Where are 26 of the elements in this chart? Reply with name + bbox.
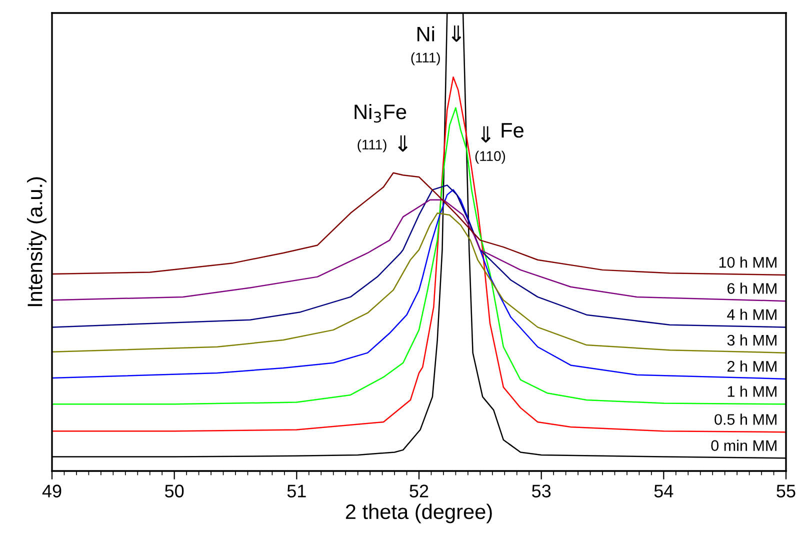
x-axis-title: 2 theta (degree) xyxy=(346,504,492,524)
x-tick-label: 53 xyxy=(532,484,551,498)
series-label: 3 h MM xyxy=(727,334,776,346)
x-tick-label: 51 xyxy=(287,484,306,498)
annotation: Ni$_{3}$Fe xyxy=(354,104,406,123)
series-label: 2 h MM xyxy=(728,360,776,372)
annotation: ⇓ xyxy=(481,126,491,142)
series-label: 0 min MM xyxy=(711,440,776,451)
x-tick-label: 52 xyxy=(410,484,428,498)
series-label: 10 h MM xyxy=(719,256,776,268)
series-label: 1 h MM xyxy=(728,386,776,397)
series-label: 0.5 h MM xyxy=(714,414,776,425)
x-tick-label: 50 xyxy=(165,484,184,498)
x-tick-label: 49 xyxy=(42,484,62,498)
x-tick-label: 54 xyxy=(654,484,674,498)
series-label: 6 h MM xyxy=(728,282,776,294)
annotation: ⇓ xyxy=(452,25,462,42)
annotation: (111) xyxy=(358,139,386,152)
annotation: ⇓ xyxy=(398,135,408,152)
y-axis-title: Intensity (a.u.) xyxy=(27,177,46,306)
annotation: Ni xyxy=(417,26,434,42)
annotation: Fe xyxy=(502,123,524,138)
series-label: 4 h MM xyxy=(727,308,776,320)
x-tick-label: 55 xyxy=(776,484,796,498)
annotation: (111) xyxy=(411,52,440,66)
annotation: (110) xyxy=(475,150,506,164)
